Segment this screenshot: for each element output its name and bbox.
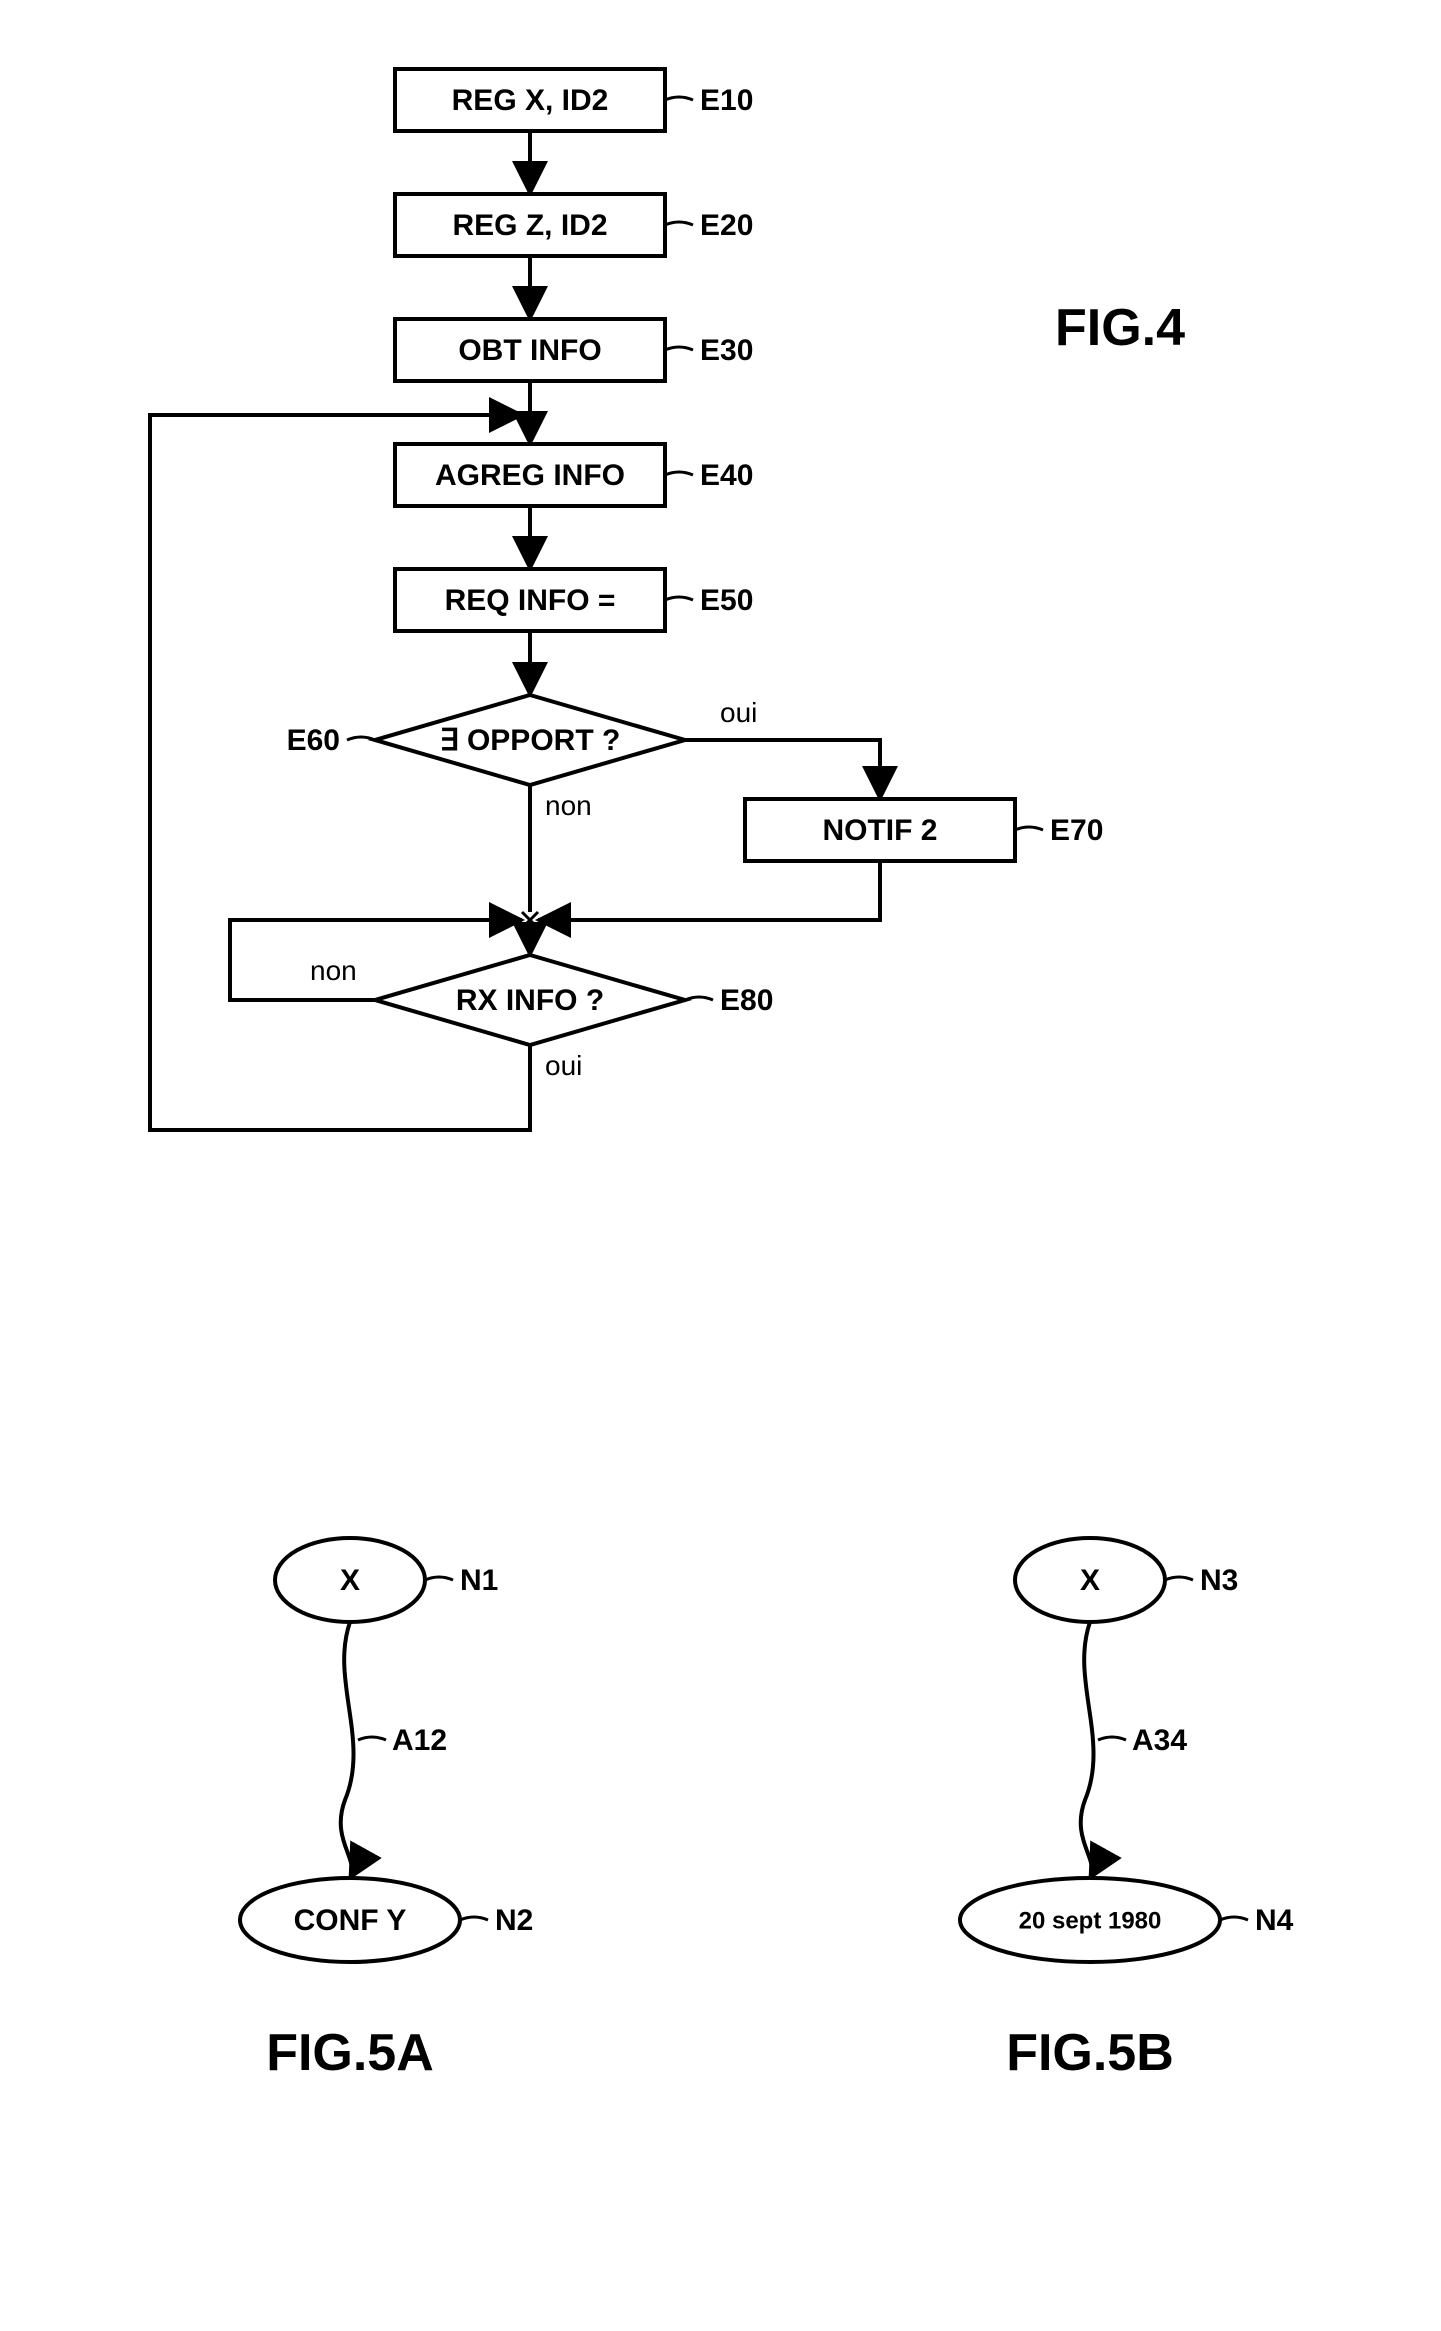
step-e20-label: REG Z, ID2 xyxy=(452,209,607,242)
e80-yes-label: oui xyxy=(545,1050,582,1081)
step-e40-ref: E40 xyxy=(700,459,753,492)
step-e70-label: NOTIF 2 xyxy=(822,814,937,847)
step-e20-ref: E20 xyxy=(700,209,753,242)
node-n3-label: X xyxy=(1080,1564,1100,1597)
edge-a12 xyxy=(341,1622,354,1878)
edge-a34 xyxy=(1081,1622,1094,1878)
node-n3-ref: N3 xyxy=(1200,1564,1238,1597)
decision-e80: RX INFO ? E80 xyxy=(375,955,773,1045)
decision-e80-ref: E80 xyxy=(720,984,773,1017)
step-e10: REG X, ID2 E10 xyxy=(395,69,753,131)
step-e40: AGREG INFO E40 xyxy=(395,444,753,506)
decision-e60-label: ∃ OPPORT ? xyxy=(440,724,621,757)
step-e30-ref: E30 xyxy=(700,334,753,367)
step-e50-label: REQ INFO = xyxy=(445,584,616,617)
step-e30: OBT INFO E30 xyxy=(395,319,753,381)
node-n1-label: X xyxy=(340,1564,360,1597)
fig5b-graph: X N3 A34 20 sept 1980 N4 FIG.5B xyxy=(960,1538,1294,2082)
fig5b-title: FIG.5B xyxy=(1006,2024,1174,2082)
decision-e80-label: RX INFO ? xyxy=(456,984,604,1017)
connector xyxy=(538,861,880,920)
step-e50-ref: E50 xyxy=(700,584,753,617)
step-e70-ref: E70 xyxy=(1050,814,1103,847)
fig5a-title: FIG.5A xyxy=(266,2024,434,2082)
step-e70: NOTIF 2 E70 xyxy=(745,799,1103,861)
node-n2-label: CONF Y xyxy=(294,1904,407,1937)
edge-a34-ref: A34 xyxy=(1132,1724,1187,1757)
connector xyxy=(685,740,880,799)
node-n4-label: 20 sept 1980 xyxy=(1019,1907,1162,1934)
step-e20: REG Z, ID2 E20 xyxy=(395,194,753,256)
fig4-title: FIG.4 xyxy=(1055,299,1185,357)
fig5a-graph: X N1 A12 CONF Y N2 FIG.5A xyxy=(240,1538,533,2082)
fig4-flowchart: REG X, ID2 E10 REG Z, ID2 E20 OBT INFO E… xyxy=(150,69,1185,1130)
edge-a12-ref: A12 xyxy=(392,1724,447,1757)
e80-no-label: non xyxy=(310,955,357,986)
decision-e60: ∃ OPPORT ? E60 xyxy=(287,695,685,785)
step-e40-label: AGREG INFO xyxy=(435,459,625,492)
step-e10-ref: E10 xyxy=(700,84,753,117)
node-n2-ref: N2 xyxy=(495,1904,533,1937)
step-e10-label: REG X, ID2 xyxy=(452,84,609,117)
step-e30-label: OBT INFO xyxy=(458,334,601,367)
step-e50: REQ INFO = E50 xyxy=(395,569,753,631)
e60-no-label: non xyxy=(545,790,592,821)
node-n1-ref: N1 xyxy=(460,1564,498,1597)
e60-yes-label: oui xyxy=(720,697,757,728)
decision-e60-ref: E60 xyxy=(287,724,340,757)
node-n4-ref: N4 xyxy=(1255,1904,1294,1937)
